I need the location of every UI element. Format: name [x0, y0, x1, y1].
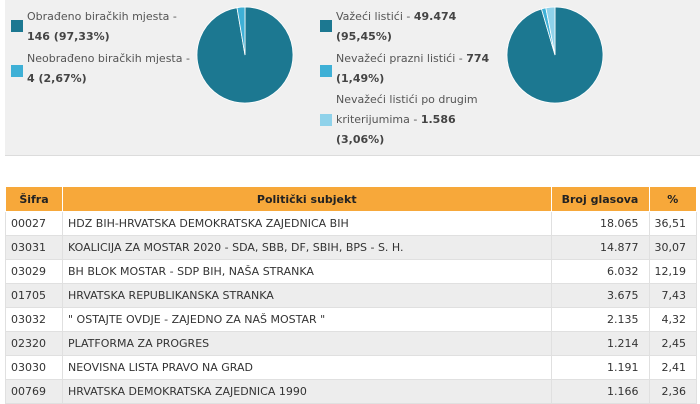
cell-percent: 12,19 [648, 259, 697, 284]
valid-color-swatch [320, 20, 332, 32]
cell-subject: HDZ BIH-HRVATSKA DEMOKRATSKA ZAJEDNICA B… [62, 211, 552, 236]
polling-stations-pie-chart [196, 6, 294, 104]
header-code[interactable]: Šifra [5, 186, 63, 212]
pie-slice-other [545, 6, 556, 56]
cell-subject: NEOVISNA LISTA PRAVO NA GRAD [62, 355, 552, 380]
header-percent[interactable]: % [648, 186, 697, 212]
unprocessed-color-swatch [11, 65, 23, 77]
cell-votes: 1.214 [550, 331, 650, 356]
cell-code: 03030 [5, 355, 63, 380]
cell-subject: BH BLOK MOSTAR - SDP BIH, NAŠA STRANKA [62, 259, 552, 284]
cell-percent: 30,07 [648, 235, 697, 260]
cell-votes: 18.065 [550, 211, 650, 236]
table-row: 02320 PLATFORMA ZA PROGRES 1.214 2,45 [5, 331, 697, 356]
cell-percent: 36,51 [648, 211, 697, 236]
cell-subject: PLATFORMA ZA PROGRES [62, 331, 552, 356]
unprocessed-legend: Neobrađeno biračkih mjesta - 4 (2,67%) [27, 49, 190, 89]
valid-label: Važeći listići - [336, 10, 411, 23]
processed-color-swatch [11, 20, 23, 32]
processed-legend: Obrađeno biračkih mjesta - 146 (97,33%) [27, 7, 177, 47]
cell-votes: 1.191 [550, 355, 650, 380]
ballots-pie-chart [506, 6, 604, 104]
other-color-swatch [320, 114, 332, 126]
blank-label: Nevažeći prazni listići - [336, 52, 463, 65]
cell-code: 02320 [5, 331, 63, 356]
results-table: Šifra Politički subjekt Broj glasova % 0… [5, 186, 697, 404]
cell-votes: 14.877 [550, 235, 650, 260]
table-row: 03031 KOALICIJA ZA MOSTAR 2020 - SDA, SBB… [5, 235, 697, 260]
cell-subject: " OSTAJTE OVDJE - ZAJEDNO ZA NAŠ MOSTAR … [62, 307, 552, 332]
cell-votes: 2.135 [550, 307, 650, 332]
other-legend: Nevažeći listići po drugim kriterijumima… [336, 90, 478, 150]
cell-subject: HRVATSKA REPUBLIKANSKA STRANKA [62, 283, 552, 308]
cell-percent: 2,45 [648, 331, 697, 356]
table-row: 01705 HRVATSKA REPUBLIKANSKA STRANKA 3.675… [5, 283, 697, 308]
cell-percent: 7,43 [648, 283, 697, 308]
other-percent: (3,06%) [336, 133, 385, 146]
table-row: 03032 " OSTAJTE OVDJE - ZAJEDNO ZA NAŠ MO… [5, 307, 697, 332]
cell-percent: 4,32 [648, 307, 697, 332]
header-votes[interactable]: Broj glasova [550, 186, 650, 212]
valid-legend: Važeći listići - 49.474 (95,45%) [336, 7, 456, 47]
processed-value: 146 (97,33%) [27, 30, 110, 43]
unprocessed-value: 4 (2,67%) [27, 72, 87, 85]
blank-legend: Nevažeći prazni listići - 774 (1,49%) [336, 49, 489, 89]
cell-subject: KOALICIJA ZA MOSTAR 2020 - SDA, SBB, DF,… [62, 235, 552, 260]
header-subject[interactable]: Politički subjekt [62, 186, 552, 212]
statistics-panel: Obrađeno biračkih mjesta - 146 (97,33%) … [5, 0, 700, 156]
table-header-row: Šifra Politički subjekt Broj glasova % [5, 186, 697, 212]
cell-votes: 3.675 [550, 283, 650, 308]
cell-code: 03032 [5, 307, 63, 332]
table-row: 00027 HDZ BIH-HRVATSKA DEMOKRATSKA ZAJEDN… [5, 211, 697, 236]
cell-votes: 6.032 [550, 259, 650, 284]
other-value: 1.586 [420, 113, 456, 126]
blank-color-swatch [320, 65, 332, 77]
table-row: 03029 BH BLOK MOSTAR - SDP BIH, NAŠA STRA… [5, 259, 697, 284]
blank-percent: (1,49%) [336, 72, 385, 85]
cell-code: 03031 [5, 235, 63, 260]
other-label-line1: Nevažeći listići po drugim [336, 93, 478, 106]
cell-code: 03029 [5, 259, 63, 284]
cell-code: 00027 [5, 211, 63, 236]
other-label-line2: kriterijumima - [336, 113, 418, 126]
valid-percent: (95,45%) [336, 30, 392, 43]
table-row: 03030 NEOVISNA LISTA PRAVO NA GRAD 1.191 2,… [5, 355, 697, 380]
blank-value: 774 [466, 52, 490, 65]
valid-value: 49.474 [413, 10, 457, 23]
pie-slice-unprocessed [236, 6, 246, 56]
processed-label: Obrađeno biračkih mjesta - [27, 10, 177, 23]
cell-percent: 2,41 [648, 355, 697, 380]
unprocessed-label: Neobrađeno biračkih mjesta - [27, 52, 190, 65]
cell-code: 01705 [5, 283, 63, 308]
